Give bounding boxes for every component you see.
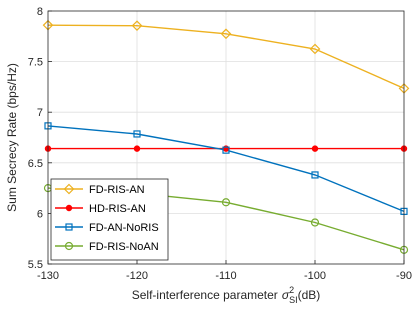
axis-ticks: -130 -120 -110 -100 -90 5.5 6 6.5 7 7.5 8 (28, 6, 412, 282)
x-axis-title-superscript: 2 (289, 285, 294, 295)
y-axis-title: Sum Secrecy Rate (bps/Hz) (5, 63, 19, 212)
legend: FD-RIS-AN HD-RIS-AN FD-AN-NoRIS FD-RIS-NoAN (50, 178, 169, 261)
legend-label-fd-ris-an: FD-RIS-AN (89, 184, 145, 196)
legend-marker-hd-ris-an (65, 204, 73, 212)
data-point-fd-ris-noan (310, 218, 320, 227)
y-tick-label: 8 (37, 6, 43, 18)
x-tick-label: -130 (37, 270, 59, 282)
legend-marker-fd-an-noris (65, 223, 73, 231)
x-axis-title-text: Self-interference parameter (132, 288, 278, 302)
y-tick-label: 7 (37, 107, 43, 119)
legend-marker-fd-ris-noan (64, 241, 74, 251)
legend-label-hd-ris-an: HD-RIS-AN (89, 203, 146, 215)
data-point-fd-an-noris (311, 171, 319, 179)
y-tick-label: 5.5 (28, 259, 43, 271)
data-point-fd-ris-an (220, 28, 232, 40)
x-tick-label: -110 (215, 270, 236, 282)
data-point-fd-ris-an (131, 20, 143, 32)
data-point-fd-an-noris (222, 146, 230, 154)
x-axis-title-symbol: σ (282, 288, 290, 302)
legend-label-fd-ris-noan: FD-RIS-NoAN (89, 241, 159, 253)
y-tick-label: 6.5 (28, 158, 43, 170)
y-tick-label: 7.5 (28, 57, 43, 69)
data-point-fd-ris-an (309, 43, 321, 55)
data-point-hd-ris-an (133, 145, 141, 152)
data-point-hd-ris-an (311, 145, 319, 152)
x-axis-title: Self-interference parameter σ2 SI(dB) (132, 285, 321, 305)
x-tick-label: -100 (304, 270, 326, 282)
y-tick-label: 6 (37, 208, 43, 220)
data-point-fd-ris-noan (221, 198, 231, 207)
x-tick-label: -120 (126, 270, 148, 282)
data-point-fd-an-noris (133, 130, 141, 138)
x-axis-title-unit: (dB) (298, 288, 321, 302)
x-axis-title-subscript: SI (289, 295, 298, 305)
series-line-fd-ris-an (47, 24, 405, 90)
x-tick-label: -90 (396, 270, 412, 282)
legend-marker-fd-ris-an (63, 183, 75, 195)
legend-label-fd-an-noris: FD-AN-NoRIS (89, 222, 159, 234)
